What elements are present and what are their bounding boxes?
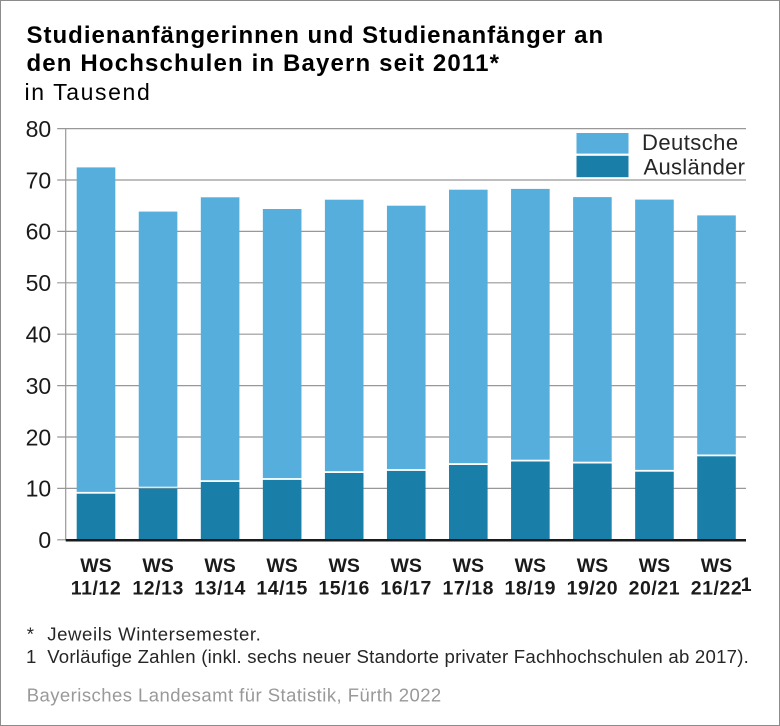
svg-text:WS: WS (266, 555, 297, 577)
svg-text:Bayerisches Landesamt für Stat: Bayerisches Landesamt für Statistik, Für… (27, 685, 442, 706)
svg-text:12/13: 12/13 (132, 577, 184, 599)
svg-text:50: 50 (26, 270, 52, 296)
svg-text:Ausländer: Ausländer (644, 154, 746, 179)
svg-text:WS: WS (453, 555, 484, 577)
svg-text:13/14: 13/14 (194, 577, 246, 599)
svg-text:20/21: 20/21 (629, 577, 681, 599)
svg-text:WS: WS (80, 555, 111, 577)
svg-text:WS: WS (204, 555, 235, 577)
svg-text:14/15: 14/15 (256, 577, 308, 599)
svg-text:in Tausend: in Tausend (25, 79, 152, 105)
svg-text:40: 40 (26, 322, 52, 348)
svg-text:WS: WS (639, 555, 670, 577)
svg-text:11/12: 11/12 (71, 577, 121, 599)
svg-text:17/18: 17/18 (443, 577, 495, 599)
svg-text:Studienanfängerinnen und Studi: Studienanfängerinnen und Studienanfänger… (27, 22, 605, 49)
svg-text:19/20: 19/20 (567, 577, 619, 599)
svg-text:70: 70 (26, 167, 52, 193)
svg-text:15/16: 15/16 (318, 577, 370, 599)
svg-text:*: * (27, 623, 34, 644)
svg-text:Deutsche: Deutsche (642, 130, 739, 155)
svg-text:60: 60 (26, 219, 52, 245)
svg-text:WS: WS (390, 555, 421, 577)
svg-text:WS: WS (577, 555, 608, 577)
svg-text:18/19: 18/19 (505, 577, 557, 599)
svg-text:20: 20 (26, 424, 52, 450)
svg-text:80: 80 (26, 116, 52, 142)
svg-text:WS: WS (142, 555, 173, 577)
svg-text:10: 10 (26, 476, 52, 502)
svg-text:30: 30 (26, 373, 52, 399)
svg-text:WS: WS (328, 555, 359, 577)
svg-text:1: 1 (741, 574, 752, 596)
svg-text:WS: WS (701, 555, 732, 577)
svg-text:WS: WS (515, 555, 546, 577)
svg-text:1: 1 (26, 646, 36, 667)
svg-text:Jeweils Wintersemester.: Jeweils Wintersemester. (47, 623, 261, 644)
svg-text:21/22: 21/22 (691, 577, 743, 599)
svg-text:den Hochschulen in Bayern seit: den Hochschulen in Bayern seit 2011* (27, 50, 501, 77)
svg-text:Vorläufige Zahlen (inkl. sechs: Vorläufige Zahlen (inkl. sechs neuer Sta… (47, 646, 749, 667)
svg-text:16/17: 16/17 (380, 577, 432, 599)
svg-text:0: 0 (38, 527, 51, 553)
